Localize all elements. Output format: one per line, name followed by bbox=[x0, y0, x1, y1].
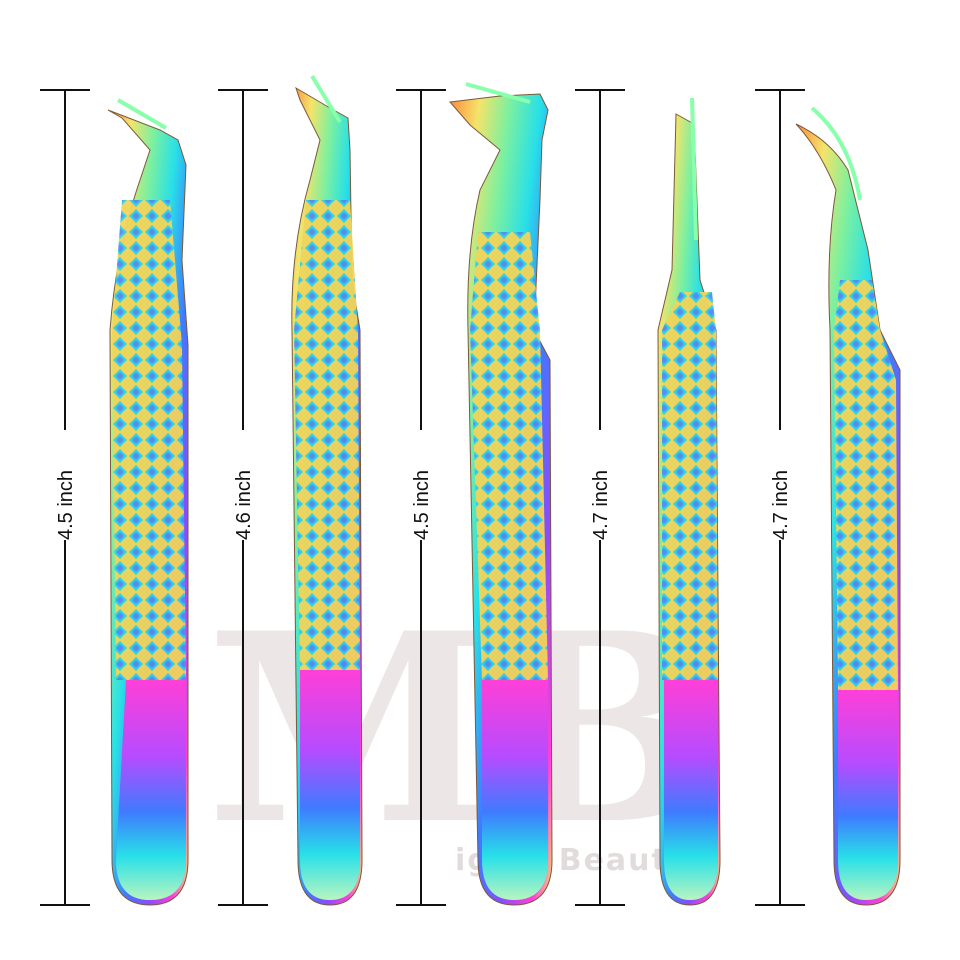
length-label: 4.7 inch bbox=[590, 470, 612, 540]
length-label: 4.5 inch bbox=[55, 470, 77, 540]
tweezer-5 bbox=[795, 106, 901, 906]
tweezer-4 bbox=[657, 97, 721, 906]
measurement-4: 4.7 inch bbox=[575, 89, 625, 906]
tweezer-1 bbox=[107, 98, 189, 906]
watermark-monogram: MB bbox=[206, 577, 714, 882]
tweezer-2 bbox=[291, 74, 363, 906]
length-label: 4.6 inch bbox=[233, 470, 255, 540]
measurement-1: 4.5 inch bbox=[40, 89, 90, 906]
tweezer-3 bbox=[449, 82, 553, 906]
watermark: MB bbox=[206, 577, 714, 882]
measurement-5: 4.7 inch bbox=[755, 89, 805, 906]
length-label: 4.5 inch bbox=[411, 470, 433, 540]
length-label: 4.7 inch bbox=[770, 470, 792, 540]
measurement-2: 4.6 inch bbox=[218, 89, 268, 906]
measurement-3: 4.5 inch bbox=[396, 89, 446, 906]
